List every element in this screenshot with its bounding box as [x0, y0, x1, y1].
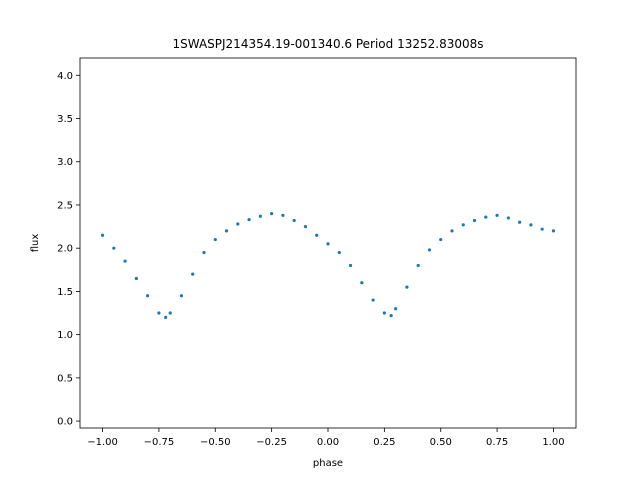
- data-point: [506, 216, 510, 220]
- x-tick-label: −0.50: [200, 437, 231, 448]
- data-point: [146, 294, 150, 298]
- y-tick-label: 0.5: [57, 373, 73, 384]
- data-point: [258, 214, 262, 218]
- y-tick-label: 0.0: [57, 417, 73, 428]
- y-tick-label: 1.0: [57, 330, 73, 341]
- data-point: [382, 311, 386, 315]
- x-tick-label: 1.00: [542, 437, 564, 448]
- data-point: [134, 276, 138, 281]
- y-tick-label: 2.5: [57, 200, 73, 211]
- x-tick-label: 0.00: [317, 437, 339, 448]
- y-tick-label: 3.5: [57, 114, 73, 125]
- data-point: [389, 314, 393, 318]
- data-point: [236, 222, 240, 226]
- data-point: [337, 250, 341, 255]
- data-point: [540, 227, 544, 231]
- data-point: [168, 311, 172, 315]
- y-tick-label: 2.0: [57, 244, 73, 255]
- data-point: [281, 213, 285, 217]
- data-point: [326, 242, 330, 246]
- data-point: [292, 218, 296, 223]
- y-axis-ticks: 0.0 0.5 1.0 1.5 2.0 2.5 3.0 3.5 4.0: [57, 71, 80, 428]
- data-point: [416, 263, 420, 268]
- x-axis-label: phase: [313, 458, 343, 469]
- y-tick-label: 3.0: [57, 157, 73, 168]
- data-point: [461, 223, 465, 227]
- x-tick-label: −0.25: [256, 437, 287, 448]
- data-point: [427, 248, 432, 252]
- data-point: [213, 237, 217, 242]
- data-points: [100, 212, 556, 319]
- data-point: [303, 224, 308, 229]
- data-point: [348, 263, 353, 268]
- data-point: [179, 294, 184, 298]
- data-point: [315, 233, 319, 237]
- data-point: [405, 285, 409, 289]
- y-tick-label: 4.0: [57, 71, 73, 82]
- y-axis-label: flux: [30, 234, 41, 253]
- data-point: [100, 233, 105, 237]
- data-point: [360, 281, 364, 285]
- x-axis-ticks: −1.00 −0.75 −0.50 −0.25 0.00 0.25 0.50 0.75 1.00: [87, 428, 565, 448]
- data-point: [439, 237, 443, 242]
- x-tick-label: 0.25: [373, 437, 395, 448]
- data-point: [472, 218, 477, 223]
- data-point: [529, 223, 533, 227]
- data-point: [270, 212, 274, 216]
- data-point: [123, 259, 127, 263]
- data-point: [157, 311, 161, 315]
- data-point: [247, 218, 251, 222]
- chart-title: 1SWASPJ214354.19-001340.6 Period 13252.8…: [172, 37, 483, 51]
- data-point: [484, 215, 488, 219]
- data-point: [202, 250, 206, 255]
- data-point: [495, 213, 499, 217]
- x-tick-label: −1.00: [87, 437, 118, 448]
- data-point: [518, 220, 522, 224]
- data-point: [551, 229, 556, 233]
- data-point: [450, 229, 454, 233]
- data-point: [191, 272, 195, 276]
- data-point: [164, 315, 168, 319]
- y-tick-label: 1.5: [57, 287, 73, 298]
- x-tick-label: 0.75: [486, 437, 508, 448]
- data-point: [394, 307, 398, 311]
- data-point: [224, 229, 229, 233]
- x-tick-label: 0.50: [430, 437, 452, 448]
- x-tick-label: −0.75: [144, 437, 175, 448]
- data-point: [371, 298, 375, 302]
- data-point: [112, 246, 116, 250]
